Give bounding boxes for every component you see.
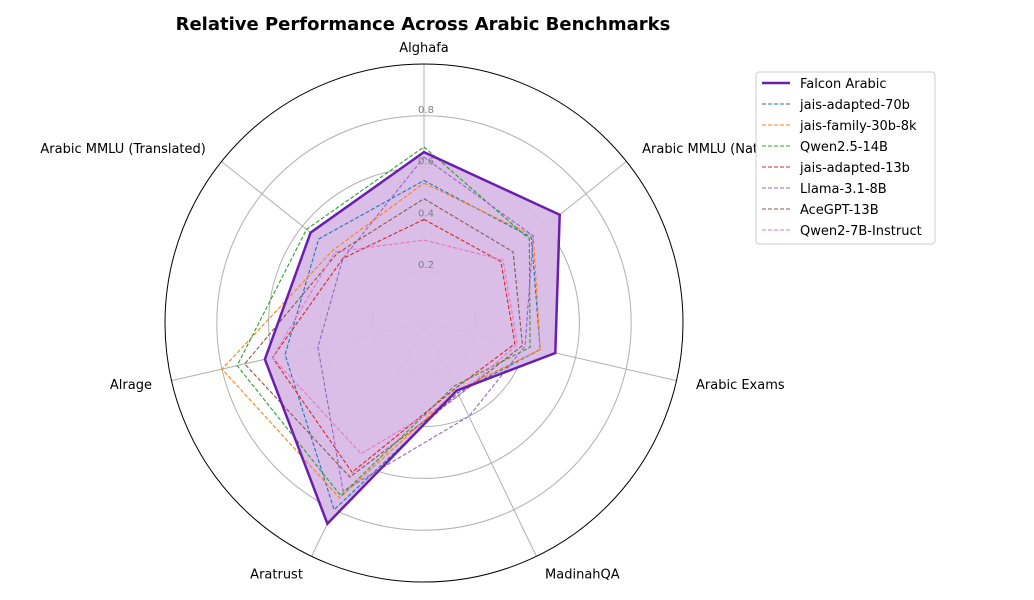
legend-entry: Qwen2.5-14B [800,140,888,155]
legend-entry: Llama-3.1-8B [800,182,887,197]
legend-entry: Falcon Arabic [800,77,887,92]
radial-tick-label: 0.8 [418,105,434,116]
radial-tick-label: 0.2 [418,260,434,271]
series-line-qwen2-5-14b [236,146,531,497]
radial-tick-label: 0.6 [418,157,434,168]
axis-label: MadinahQA [545,567,620,582]
legend: Falcon Arabic jais-adapted-70b jais-family… [755,71,936,245]
axis-label: Alrage [110,378,152,393]
series-line-falcon-arabic [263,150,561,526]
legend-entry: jais-adapted-13b [799,161,910,176]
series-line-jais-adapted-13b [271,218,516,474]
series-line-llama-3-1-8b [317,156,534,492]
axis-label: Arabic Exams [696,378,785,393]
series-layer [221,146,561,526]
axis-label: Alghafa [399,41,449,56]
legend-entry: jais-family-30b-8k [799,119,917,134]
axis-label: Aratrust [250,567,303,582]
radial-tick-label: 0.4 [418,208,434,219]
series-line-jais-adapted-70b [284,179,541,511]
legend-entry: jais-adapted-70b [799,98,910,113]
chart-title: Relative Performance Across Arabic Bench… [176,14,671,35]
axis-label: Arabic MMLU (Translated) [40,142,205,157]
legend-box [755,71,936,245]
legend-entry: Qwen2-7B-Instruct [800,224,922,239]
outer-boundary [164,63,684,583]
axis-labels: 0.2 0.4 0.6 0.8 Alghafa Arabic MMLU (Native) A… [40,41,784,582]
legend-entry: AceGPT-13B [800,203,879,218]
series-line-jais-family-30b-8k [221,182,541,499]
series-line-qwen2-7b-instruct [271,239,518,455]
series-fill-falcon-arabic [264,152,560,524]
axis-label: Arabic MMLU (Native) [642,142,782,157]
